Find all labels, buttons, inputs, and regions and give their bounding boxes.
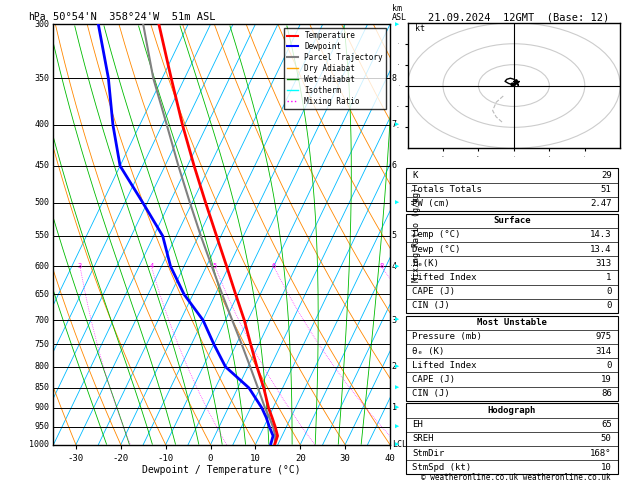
Text: 2: 2 [392,362,397,371]
Text: 900: 900 [35,403,50,413]
Text: 3: 3 [392,315,397,325]
Text: 50: 50 [601,434,611,443]
Text: 300: 300 [35,20,50,29]
Text: Totals Totals: Totals Totals [413,185,482,194]
Text: 86: 86 [601,389,611,398]
Text: ▶: ▶ [396,364,399,370]
Text: 950: 950 [35,422,50,431]
Text: Most Unstable: Most Unstable [477,318,547,327]
Text: 975: 975 [596,332,611,341]
Text: 2.47: 2.47 [590,199,611,208]
Text: 400: 400 [35,120,50,129]
Text: © weatheronline.co.uk weatheronline.co.uk: © weatheronline.co.uk weatheronline.co.u… [421,473,611,482]
Text: 7: 7 [392,120,397,129]
Bar [406,315,618,401]
Text: Dewp (°C): Dewp (°C) [413,244,461,254]
X-axis label: Dewpoint / Temperature (°C): Dewpoint / Temperature (°C) [142,466,301,475]
Text: 0: 0 [606,287,611,296]
Text: 5: 5 [213,263,217,269]
Text: Hodograph: Hodograph [488,406,536,415]
Text: ▶: ▶ [396,122,399,128]
Text: 3: 3 [78,263,82,269]
Text: 19: 19 [601,375,611,384]
Text: θₑ (K): θₑ (K) [413,347,445,356]
Text: 1: 1 [392,403,397,413]
Text: 6: 6 [392,161,397,171]
Text: StmSpd (kt): StmSpd (kt) [413,463,472,472]
Bar [406,168,618,211]
Text: km
ASL: km ASL [392,4,407,22]
Text: CAPE (J): CAPE (J) [413,287,455,296]
Text: 6: 6 [272,263,276,269]
Text: 600: 600 [35,262,50,271]
Text: 750: 750 [35,340,50,349]
Text: 0: 0 [606,361,611,370]
Text: CAPE (J): CAPE (J) [413,375,455,384]
Text: 10: 10 [601,463,611,472]
Text: 65: 65 [601,420,611,429]
Text: LCL: LCL [392,440,407,449]
Bar [406,213,618,313]
Text: ▶: ▶ [396,405,399,411]
Text: ▶: ▶ [396,263,399,269]
Text: StmDir: StmDir [413,449,445,457]
Text: 51: 51 [601,185,611,194]
Text: 13.4: 13.4 [590,244,611,254]
Text: EH: EH [413,420,423,429]
Text: CIN (J): CIN (J) [413,389,450,398]
Text: θₑ(K): θₑ(K) [413,259,439,268]
Text: hPa: hPa [28,12,46,22]
Text: 50°54'N  358°24'W  51m ASL: 50°54'N 358°24'W 51m ASL [53,12,216,22]
Text: 5: 5 [392,231,397,241]
Text: 350: 350 [35,73,50,83]
Text: ▶: ▶ [396,424,399,430]
Text: 4: 4 [392,262,397,271]
Text: 700: 700 [35,315,50,325]
Legend: Temperature, Dewpoint, Parcel Trajectory, Dry Adiabat, Wet Adiabat, Isotherm, Mi: Temperature, Dewpoint, Parcel Trajectory… [284,28,386,109]
Text: K: K [413,171,418,180]
Bar [406,403,618,474]
Text: 650: 650 [35,290,50,299]
Text: 450: 450 [35,161,50,171]
Text: 8: 8 [392,73,397,83]
Text: ▶: ▶ [396,200,399,206]
Text: 4: 4 [149,263,153,269]
Text: 500: 500 [35,198,50,207]
Text: 1000: 1000 [30,440,50,449]
Text: 8: 8 [379,263,383,269]
Text: Lifted Index: Lifted Index [413,273,477,282]
Text: kt: kt [415,24,425,33]
Text: 21.09.2024  12GMT  (Base: 12): 21.09.2024 12GMT (Base: 12) [428,12,610,22]
Text: CIN (J): CIN (J) [413,301,450,311]
Text: ▶: ▶ [396,21,399,27]
Text: Lifted Index: Lifted Index [413,361,477,370]
Text: Surface: Surface [493,216,531,225]
Text: 314: 314 [596,347,611,356]
Text: 29: 29 [601,171,611,180]
Text: Mixing Ratio (g/kg): Mixing Ratio (g/kg) [412,187,421,282]
Text: 850: 850 [35,383,50,392]
Text: ▶: ▶ [396,442,399,448]
Text: 550: 550 [35,231,50,241]
Text: SREH: SREH [413,434,434,443]
Text: PW (cm): PW (cm) [413,199,450,208]
Text: 800: 800 [35,362,50,371]
Text: 1: 1 [606,273,611,282]
Text: 168°: 168° [590,449,611,457]
Text: 313: 313 [596,259,611,268]
Text: 0: 0 [606,301,611,311]
Text: ▶: ▶ [396,317,399,323]
Text: Temp (°C): Temp (°C) [413,230,461,239]
Text: 14.3: 14.3 [590,230,611,239]
Text: Pressure (mb): Pressure (mb) [413,332,482,341]
Text: ▶: ▶ [396,385,399,391]
